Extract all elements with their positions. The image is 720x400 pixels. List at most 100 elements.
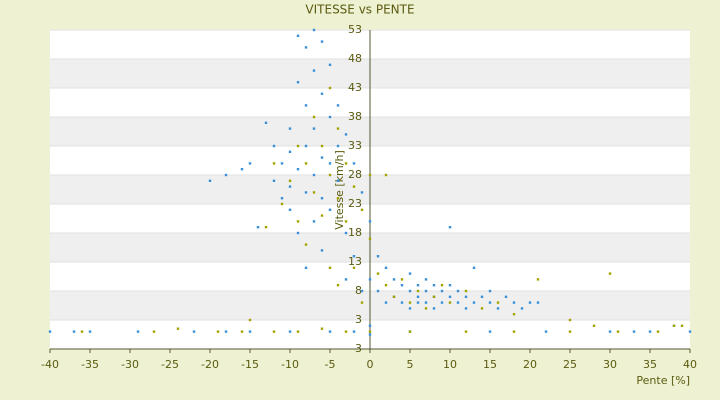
point (520, 307, 524, 310)
point (360, 289, 364, 293)
y-tick-label: 18 (348, 226, 362, 239)
x-tick-label: 15 (483, 358, 497, 371)
point (648, 330, 652, 333)
point (296, 168, 300, 171)
point (352, 330, 356, 333)
point (296, 144, 300, 148)
x-tick-label: -10 (281, 358, 299, 371)
point (440, 284, 444, 287)
point (328, 86, 332, 90)
point (456, 301, 460, 304)
x-tick-label: -30 (121, 358, 139, 371)
point (512, 330, 516, 333)
x-tick-label: 30 (603, 358, 617, 371)
point (72, 330, 76, 333)
point (320, 197, 324, 200)
point (384, 173, 388, 177)
point (344, 231, 348, 235)
point (368, 324, 372, 327)
point (448, 295, 452, 298)
point (320, 214, 324, 217)
point (336, 127, 340, 130)
point (296, 231, 300, 235)
point (296, 81, 300, 84)
point (408, 272, 412, 275)
point (688, 330, 692, 333)
point (400, 284, 404, 287)
point (240, 168, 244, 171)
point (528, 301, 532, 304)
point (416, 301, 420, 304)
x-tick-label: 40 (683, 358, 697, 371)
point (344, 162, 348, 165)
point (248, 330, 252, 333)
point (376, 255, 380, 258)
point (368, 220, 372, 223)
point (368, 333, 372, 336)
point (336, 197, 340, 200)
point (176, 327, 180, 330)
point (328, 115, 332, 119)
point (360, 301, 364, 304)
point (448, 301, 452, 304)
x-tick-label: 35 (643, 358, 657, 371)
point (344, 220, 348, 223)
x-tick-label: 20 (523, 358, 537, 371)
point (368, 237, 372, 240)
point (328, 162, 332, 165)
point (272, 179, 276, 182)
point (344, 330, 348, 333)
y-axis-title: Vitesse [km/h] (333, 150, 346, 230)
point (432, 307, 436, 310)
point (296, 220, 300, 223)
point (344, 133, 348, 136)
point (536, 278, 540, 281)
point (336, 104, 340, 107)
y-tick-label: 28 (348, 168, 362, 181)
y-tick-label: 43 (348, 81, 362, 94)
point (392, 278, 396, 281)
y-tick-label: 3 (355, 313, 362, 326)
point (376, 272, 380, 275)
point (48, 330, 52, 333)
point (296, 34, 300, 37)
point (336, 144, 340, 148)
x-tick-label: 5 (407, 358, 414, 371)
y-tick-label: 48 (348, 52, 362, 65)
point (400, 301, 404, 304)
point (384, 284, 388, 287)
point (272, 144, 276, 148)
point (384, 266, 388, 269)
point (592, 324, 596, 327)
point (88, 330, 92, 333)
point (464, 307, 468, 310)
point (368, 330, 372, 333)
point (568, 318, 572, 322)
point (352, 255, 356, 258)
y-tick-label: 8 (355, 284, 362, 297)
point (448, 226, 452, 229)
point (376, 289, 380, 293)
x-tick-label: 25 (563, 358, 577, 371)
point (480, 307, 484, 310)
point (224, 330, 228, 333)
point (504, 295, 508, 298)
y-tick-label: 53 (348, 23, 362, 36)
point (536, 301, 540, 304)
point (304, 266, 308, 269)
point (256, 226, 260, 229)
point (416, 289, 420, 293)
point (328, 173, 332, 177)
x-tick-label: -40 (41, 358, 59, 371)
point (320, 327, 324, 330)
x-tick-label: -35 (81, 358, 99, 371)
point (400, 278, 404, 281)
point (680, 324, 684, 327)
point (304, 46, 308, 49)
point (440, 289, 444, 293)
point (320, 92, 324, 95)
point (360, 191, 364, 194)
point (320, 156, 324, 159)
point (472, 266, 476, 269)
point (264, 226, 268, 229)
